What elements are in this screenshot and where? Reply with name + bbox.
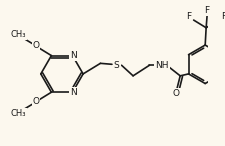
Text: S: S <box>114 61 120 70</box>
Text: F: F <box>221 12 225 21</box>
Text: N: N <box>70 88 77 97</box>
Text: N: N <box>70 51 77 60</box>
Text: CH₃: CH₃ <box>11 30 27 39</box>
Text: O: O <box>32 41 40 51</box>
Text: CH₃: CH₃ <box>11 109 27 118</box>
Text: F: F <box>205 6 210 15</box>
Text: NH: NH <box>155 61 169 70</box>
Text: O: O <box>32 97 40 106</box>
Text: F: F <box>186 12 191 21</box>
Text: O: O <box>173 89 180 98</box>
